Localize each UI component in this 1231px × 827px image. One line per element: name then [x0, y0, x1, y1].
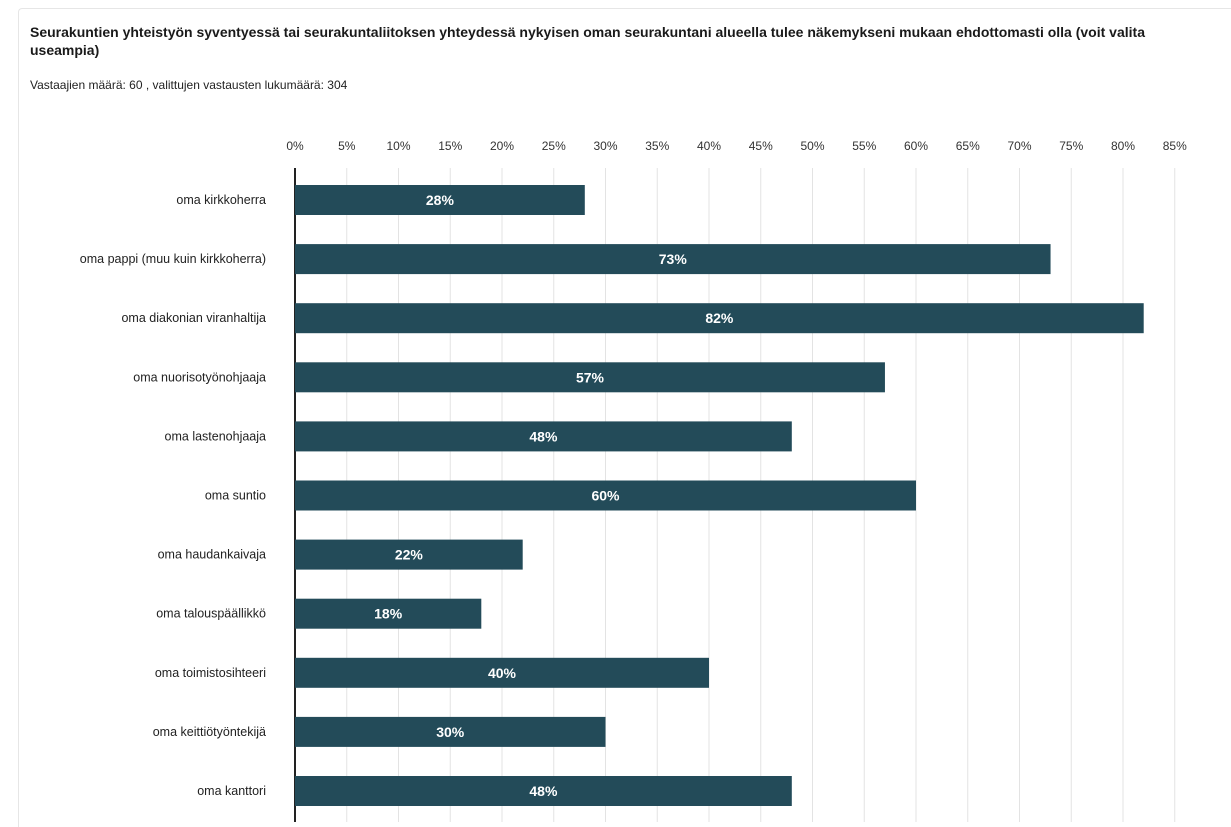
- bar: [295, 539, 523, 570]
- x-tick-label: 45%: [749, 139, 773, 153]
- x-tick-label: 65%: [956, 139, 980, 153]
- bar-value-label: 60%: [591, 488, 620, 504]
- x-tick-label: 20%: [490, 139, 514, 153]
- bar-value-label: 22%: [395, 547, 424, 563]
- category-label: oma nuorisotyönohjaaja: [133, 370, 266, 384]
- category-label: oma pappi (muu kuin kirkkoherra): [80, 252, 266, 266]
- category-label: oma keittiötyöntekijä: [153, 725, 266, 739]
- x-tick-label: 35%: [645, 139, 669, 153]
- bar: [295, 598, 482, 629]
- bar: [295, 657, 709, 688]
- bar-value-label: 57%: [576, 369, 605, 385]
- bar-value-label: 48%: [529, 428, 558, 444]
- bar-value-label: 48%: [529, 783, 558, 799]
- category-label: oma lastenohjaaja: [165, 429, 267, 443]
- bar-value-label: 30%: [436, 724, 465, 740]
- chart-subtitle: Vastaajien määrä: 60 , valittujen vastau…: [30, 78, 348, 92]
- bar-value-label: 18%: [374, 606, 403, 622]
- x-tick-label: 15%: [438, 139, 462, 153]
- bar: [295, 716, 606, 747]
- bar-value-label: 28%: [426, 192, 455, 208]
- x-tick-label: 10%: [386, 139, 410, 153]
- x-tick-label: 70%: [1007, 139, 1031, 153]
- x-tick-label: 25%: [542, 139, 566, 153]
- bar-value-label: 40%: [488, 665, 517, 681]
- category-label: oma suntio: [205, 489, 266, 503]
- x-tick-label: 85%: [1163, 139, 1187, 153]
- bar-value-label: 73%: [659, 251, 688, 267]
- x-tick-label: 0%: [286, 139, 304, 153]
- bar: [295, 362, 885, 393]
- x-tick-label: 30%: [593, 139, 617, 153]
- bar-value-label: 82%: [705, 310, 734, 326]
- bar: [295, 303, 1144, 334]
- x-tick-label: 50%: [800, 139, 824, 153]
- category-label: oma talouspäällikkö: [156, 607, 266, 621]
- x-tick-label: 80%: [1111, 139, 1135, 153]
- bar: [295, 776, 792, 806]
- x-tick-label: 75%: [1059, 139, 1083, 153]
- bar: [295, 244, 1051, 275]
- x-tick-label: 5%: [338, 139, 356, 153]
- bar: [295, 185, 585, 215]
- category-label: oma toimistosihteeri: [155, 666, 266, 680]
- chart-card: [18, 8, 1231, 827]
- category-label: oma haudankaivaja: [158, 548, 266, 562]
- category-label: oma diakonian viranhaltija: [121, 311, 266, 325]
- chart-title: Seurakuntien yhteistyön syventyessä tai …: [30, 24, 1145, 58]
- category-label: oma kanttori: [197, 784, 266, 798]
- x-tick-label: 40%: [697, 139, 721, 153]
- category-label: oma kirkkoherra: [176, 193, 266, 207]
- bar: [295, 480, 916, 511]
- x-tick-label: 60%: [904, 139, 928, 153]
- bar: [295, 421, 792, 452]
- x-tick-label: 55%: [852, 139, 876, 153]
